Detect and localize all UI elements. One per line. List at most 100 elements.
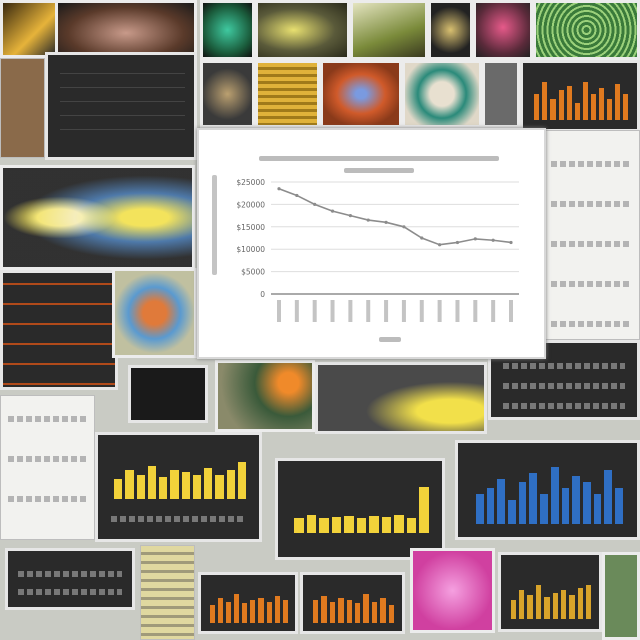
thumb-photo-6	[428, 0, 473, 60]
thumb-bar	[266, 601, 272, 624]
thumb-photo-1	[0, 0, 58, 58]
thumb-bar	[582, 81, 588, 120]
thumb-bar	[590, 94, 596, 120]
grid-lines	[271, 181, 519, 273]
y-tick-label: $15000	[236, 223, 265, 232]
thumb-bar	[622, 94, 628, 120]
y-tick-label: $25000	[236, 178, 265, 187]
x-tick-label	[509, 300, 513, 322]
thumb-multi-line-chart	[0, 270, 118, 390]
thumb-photo-4	[255, 0, 350, 60]
thumb-pink-photo	[410, 548, 495, 633]
chart-title-marks	[259, 156, 499, 173]
thumb-bar	[552, 592, 558, 619]
thumb-bar	[237, 462, 247, 500]
x-tick-label	[491, 300, 496, 322]
y-axis-label-mark	[212, 175, 217, 275]
thumb-photo-2	[55, 0, 197, 56]
thumb-bar	[560, 590, 567, 619]
thumb-bar	[294, 517, 304, 533]
thumb-photo-7	[473, 0, 533, 60]
x-tick-label	[348, 300, 353, 322]
thumb-bar	[542, 81, 548, 120]
thumb-bar	[369, 516, 379, 533]
thumb-bar	[258, 598, 264, 624]
thumb-bar	[577, 587, 583, 619]
thumb-yellow-bar-chart	[95, 432, 262, 542]
data-point	[420, 236, 424, 240]
thumb-bar	[510, 599, 517, 619]
thumb-paper-2	[542, 130, 640, 340]
x-tick-label	[419, 300, 424, 322]
thumb-photo-10	[255, 60, 320, 128]
thumb-bar	[381, 517, 392, 533]
thumb-bar	[527, 594, 533, 619]
thumb-bar	[598, 88, 604, 120]
series-line	[278, 187, 512, 246]
thumb-bar	[593, 493, 602, 524]
thumb-photo-8	[533, 0, 640, 60]
thumb-bar	[406, 517, 417, 533]
thumb-bar	[338, 598, 344, 624]
thumb-dark-panel	[5, 548, 135, 610]
x-tick-label	[294, 300, 299, 322]
y-tick-label: $10000	[236, 245, 265, 254]
thumb-bar	[204, 468, 213, 500]
data-point	[438, 243, 442, 247]
thumb-bar	[356, 517, 367, 533]
data-point	[384, 220, 388, 224]
thumb-blue-bar-chart	[455, 440, 640, 540]
thumb-bar	[125, 470, 134, 500]
thumb-bar	[614, 83, 620, 120]
thumb-photo-12	[402, 60, 482, 128]
x-tick-label	[277, 300, 281, 322]
x-tick-marks	[277, 300, 513, 322]
thumb-bar	[282, 599, 288, 624]
thumb-bar	[226, 601, 232, 624]
thumb-photo-13	[482, 60, 520, 128]
y-tick-label: 0	[260, 290, 265, 299]
thumb-bar	[159, 476, 168, 500]
data-point	[366, 218, 370, 222]
thumb-gold-bar-chart	[498, 552, 602, 632]
thumb-bar	[218, 598, 224, 624]
thumb-bar	[234, 594, 240, 624]
data-point	[491, 238, 495, 242]
thumb-photo-11	[320, 60, 402, 128]
x-tick-label	[384, 300, 389, 322]
thumb-bar	[419, 487, 429, 533]
thumb-paper-4	[140, 545, 195, 640]
thumb-bar	[475, 493, 484, 524]
thumb-bar	[561, 487, 570, 524]
thumb-bar	[306, 515, 317, 533]
thumb-bar	[572, 475, 580, 524]
thumb-photo-16	[128, 365, 208, 423]
thumb-bar	[170, 470, 179, 500]
main-line-chart: 0 $5000 $10000 $15000 $20000 $25000	[197, 128, 546, 359]
thumb-bar	[604, 469, 613, 524]
thumb-bar	[585, 585, 592, 619]
y-tick-label: $20000	[236, 200, 265, 209]
thumb-bar	[192, 474, 202, 500]
thumb-bar	[355, 603, 361, 624]
thumb-bar	[319, 517, 329, 533]
thumb-grid-chart-1	[45, 52, 197, 160]
x-tick-label	[437, 300, 442, 322]
thumb-low-yellow-bar-chart	[275, 458, 445, 560]
thumb-bar	[312, 599, 319, 624]
thumb-bar	[615, 487, 623, 524]
thumb-bar	[331, 516, 342, 533]
x-tick-label	[366, 300, 371, 322]
data-point	[509, 240, 513, 245]
thumb-bar	[136, 474, 145, 500]
thumb-photo-17	[215, 360, 315, 432]
x-tick-label	[455, 300, 460, 322]
data-point	[313, 202, 317, 206]
thumb-bar	[582, 481, 591, 524]
line-chart-svg: 0 $5000 $10000 $15000 $20000 $25000	[212, 156, 519, 342]
thumb-paper-3	[0, 395, 95, 540]
thumb-bar	[544, 597, 550, 619]
thumb-photo-5	[350, 0, 428, 60]
thumb-paper-1	[0, 58, 45, 158]
x-tick-label	[312, 300, 317, 322]
